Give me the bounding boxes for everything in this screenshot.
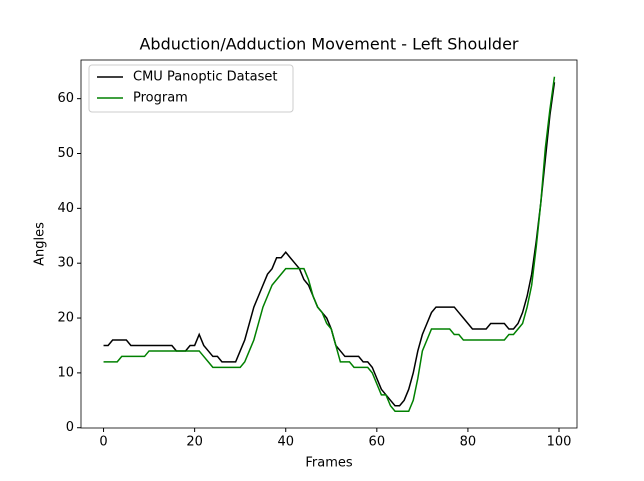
y-tick-label: 40 (57, 201, 74, 216)
chart-title: Abduction/Adduction Movement - Left Shou… (139, 35, 518, 54)
legend-label: Program (133, 91, 188, 106)
data-line (103, 76, 556, 413)
x-tick-label: 0 (99, 435, 107, 450)
y-tick-label: 20 (57, 311, 74, 326)
legend-box (88, 64, 294, 113)
y-tick-label: 60 (57, 91, 74, 106)
x-axis-label: Frames (305, 456, 353, 471)
plot-frame (80, 59, 578, 429)
legend-label: CMU Panoptic Dataset (133, 70, 278, 85)
y-axis-label: Angles (33, 222, 48, 266)
y-tick-label: 30 (57, 256, 74, 271)
x-tick-label: 40 (277, 435, 294, 450)
y-tick-label: 50 (57, 146, 74, 161)
x-tick-label: 80 (460, 435, 477, 450)
y-tick-label: 10 (57, 365, 74, 380)
x-tick-label: 20 (186, 435, 203, 450)
y-tick-label: 0 (66, 420, 74, 435)
x-tick-label: 60 (369, 435, 386, 450)
x-tick-label: 100 (547, 435, 572, 450)
